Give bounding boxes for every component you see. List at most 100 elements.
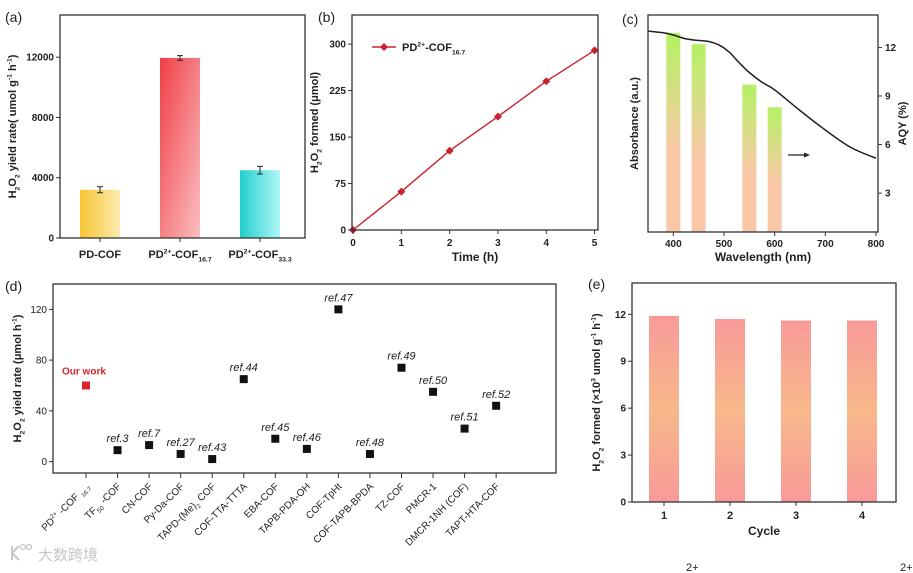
x-axis-label: Time (h) <box>452 250 498 264</box>
y-tick-label: 225 <box>329 86 346 97</box>
data-point <box>397 363 406 372</box>
y-tick-label-right: 9 <box>885 91 891 102</box>
data-point <box>208 455 217 464</box>
y-tick-label: 9 <box>620 357 626 368</box>
plot-area-c <box>647 14 879 233</box>
data-point <box>493 112 502 121</box>
y-tick-label: 3 <box>620 451 626 462</box>
y-tick-label: 120 <box>30 305 47 316</box>
data-point <box>429 387 438 396</box>
panel-label-a: (a) <box>5 9 22 25</box>
x-tick-label: PD2+ -COF 16.7 <box>39 480 94 535</box>
absorbance-curve <box>647 30 877 159</box>
data-point <box>302 444 311 453</box>
x-tick-label: TZ-COF <box>374 481 408 515</box>
data-point <box>334 305 343 314</box>
bar <box>649 315 679 502</box>
point-label: ref.47 <box>324 292 353 304</box>
point-label: ref.27 <box>167 437 196 449</box>
data-point <box>176 449 185 458</box>
point-label: ref.7 <box>138 428 161 440</box>
point-label: ref.46 <box>293 432 322 444</box>
bar <box>847 320 877 502</box>
bar <box>240 170 280 238</box>
panel-label-d: (d) <box>5 278 22 294</box>
plot-area-a <box>59 14 306 239</box>
x-tick-label: 4 <box>859 510 866 522</box>
data-point <box>145 441 154 450</box>
y-tick-label: 150 <box>329 133 346 144</box>
y-tick-label: 40 <box>36 406 48 417</box>
x-tick-label: 400 <box>665 239 682 250</box>
y-tick-label: 0 <box>41 457 47 468</box>
x-tick-label: 3 <box>793 510 799 522</box>
point-label: ref.43 <box>198 442 227 454</box>
y-tick-label: 0 <box>48 234 54 245</box>
y-tick-label: 6 <box>620 404 626 415</box>
y-tick-label: 300 <box>329 40 346 51</box>
panel-label-c: (c) <box>622 11 638 27</box>
y-tick-label: 80 <box>36 356 48 367</box>
y-tick-label: 0 <box>620 498 626 509</box>
bar <box>80 189 120 238</box>
panel-a: (a) PD-COF PD2+-COF16.7 PD2+-COF33.3 0 4000 80… <box>5 9 292 263</box>
y-axis-label: H2O2 formed (μmol) <box>309 72 323 173</box>
x-tick-label: 2 <box>727 510 733 522</box>
data-point <box>239 375 248 384</box>
data-point <box>397 187 406 196</box>
arrow-head-icon <box>804 152 810 158</box>
series-line <box>352 49 595 231</box>
y-tick-label: 8000 <box>32 113 55 124</box>
aqy-bar <box>767 107 782 232</box>
y-tick-label-right: 3 <box>885 189 891 200</box>
x-tick-label: 500 <box>716 239 733 250</box>
panel-label-b: (b) <box>318 9 335 25</box>
error-bar <box>177 55 183 61</box>
watermark-text: 大数跨境 <box>38 546 98 564</box>
y-tick-label: 75 <box>335 179 347 190</box>
y-axis-label: H2O2 yield rate (μmol h-1) <box>12 314 27 442</box>
x-tick-label: COF-TAPB-BPDA <box>311 481 376 546</box>
data-point <box>445 146 454 155</box>
plot-area-d <box>52 283 557 474</box>
y-axis-label-left: Absorbance (a.u.) <box>629 77 641 170</box>
caption-fragment: 2+ <box>900 562 913 573</box>
x-tick-label: 0 <box>350 238 356 249</box>
x-tick-label: 3 <box>495 238 501 249</box>
x-tick-label: 600 <box>766 239 783 250</box>
x-tick-label: PD-COF <box>79 249 121 261</box>
plot-area-e <box>631 282 897 503</box>
x-tick-label: 800 <box>868 239 885 250</box>
watermark-logo-icon <box>25 543 33 551</box>
legend-label: PD2+-COF16.7 <box>402 42 465 57</box>
point-label: ref.52 <box>482 389 510 401</box>
x-tick-label: 1 <box>661 510 667 522</box>
x-tick-label: PD2+-COF16.7 <box>148 249 211 264</box>
bar <box>160 57 200 238</box>
panel-b: (b) 0 1 2 3 4 5 0 75 150 225 300 PD2+-COF16.7 Time (h… <box>309 9 599 264</box>
x-tick-label: TAPT-HTA-COF <box>444 481 502 539</box>
data-point <box>380 43 388 51</box>
point-label: ref.45 <box>261 422 290 434</box>
y-axis-label-right: AQY (%) <box>897 101 909 145</box>
point-label: ref.44 <box>230 362 258 374</box>
x-tick-label: 5 <box>592 238 598 249</box>
watermark-logo-icon <box>11 545 20 561</box>
data-point <box>460 424 469 433</box>
bar <box>781 320 811 502</box>
data-point <box>590 46 599 55</box>
error-bar <box>97 186 103 194</box>
y-axis-label: H2O2 formed (×103 umol g-1 h-1) <box>591 313 606 472</box>
y-tick-label-right: 12 <box>885 43 897 54</box>
data-point <box>365 449 374 458</box>
point-label: Our work <box>62 366 106 377</box>
our-work-point <box>82 381 90 390</box>
point-label: ref.3 <box>107 433 130 445</box>
y-tick-label: 0 <box>340 226 346 237</box>
caption-fragment: 2+ <box>686 562 699 573</box>
x-tick-label: 700 <box>817 239 834 250</box>
x-tick-label: 1 <box>399 238 405 249</box>
y-tick-label: 12000 <box>26 53 54 64</box>
